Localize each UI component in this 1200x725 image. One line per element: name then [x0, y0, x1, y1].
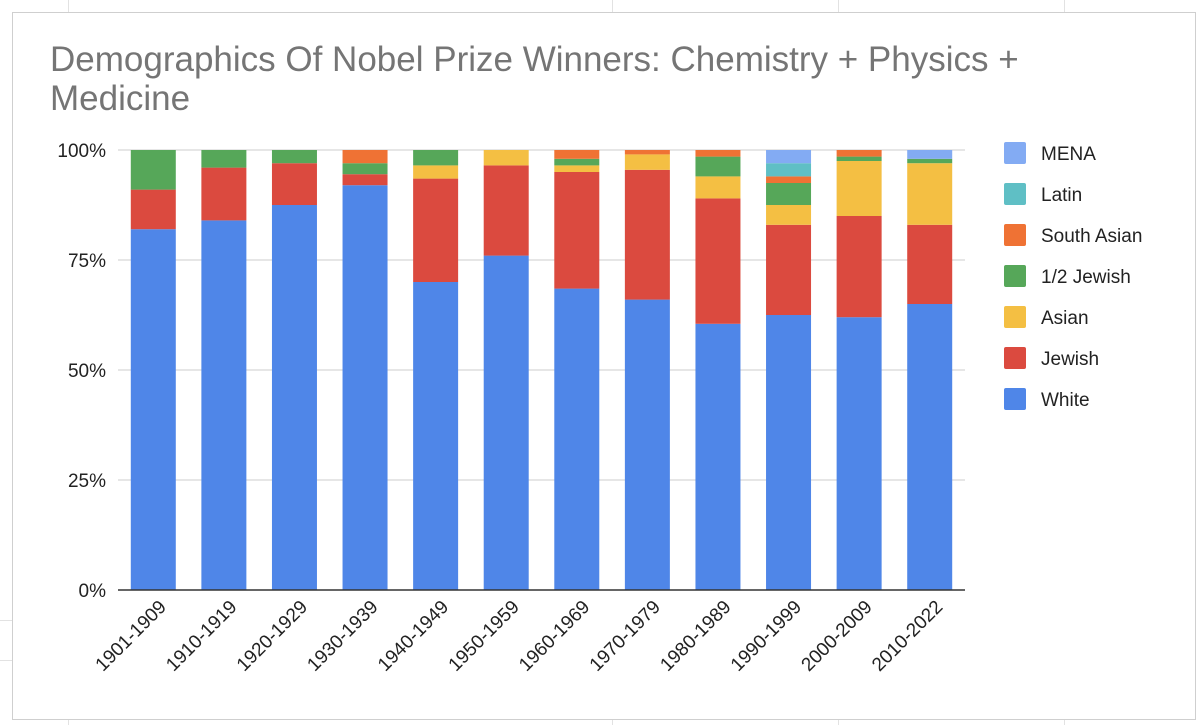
bar-segment-white[interactable]: [483, 255, 529, 590]
x-tick-label: 1990-1999: [727, 597, 806, 676]
x-tick-label: 1930-1939: [303, 597, 382, 676]
bar-segment-1-2-jewish[interactable]: [766, 183, 812, 205]
x-tick-label: 1901-1909: [92, 597, 171, 676]
chart-gridlines: [118, 149, 965, 481]
bar-segment-jewish[interactable]: [271, 163, 317, 205]
legend-label: MENA: [1041, 144, 1096, 165]
bar-segment-1-2-jewish[interactable]: [695, 156, 741, 177]
bar-segment-jewish[interactable]: [695, 198, 741, 324]
bar-segment-white[interactable]: [413, 282, 459, 590]
bar-segment-white[interactable]: [836, 317, 882, 590]
bar-segment-jewish[interactable]: [342, 174, 388, 186]
bar-segment-south-asian[interactable]: [342, 150, 388, 164]
bar-segment-1-2-jewish[interactable]: [130, 150, 176, 190]
legend-swatch: [1004, 306, 1026, 328]
bar-segment-jewish[interactable]: [836, 216, 882, 318]
x-tick-label: 1970-1979: [586, 597, 665, 676]
legend-label: Asian: [1041, 308, 1089, 329]
y-tick-label: 50%: [68, 361, 106, 382]
x-tick-label: 2010-2022: [868, 597, 947, 676]
x-tick-label: 1980-1989: [656, 597, 735, 676]
bar-segment-white[interactable]: [130, 229, 176, 590]
bar-segment-1-2-jewish[interactable]: [342, 163, 388, 175]
bar-segment-asian[interactable]: [907, 163, 953, 225]
bar-segment-asian[interactable]: [836, 161, 882, 216]
legend-label: White: [1041, 390, 1090, 411]
bar-segment-white[interactable]: [907, 304, 953, 590]
chart-title: Demographics Of Nobel Prize Winners: Che…: [50, 40, 1019, 118]
x-axis-tick-labels: 1901-19091910-19191920-19291930-19391940…: [92, 597, 948, 676]
bar-segment-asian[interactable]: [624, 154, 670, 170]
legend-swatch: [1004, 347, 1026, 369]
bar-segment-white[interactable]: [342, 185, 388, 590]
bar-segment-south-asian[interactable]: [836, 150, 882, 157]
bar-segment-asian[interactable]: [766, 205, 812, 225]
x-tick-label: 2000-2009: [798, 597, 877, 676]
bar-segment-south-asian[interactable]: [624, 150, 670, 155]
legend-swatch: [1004, 388, 1026, 410]
bar-segment-jewish[interactable]: [413, 178, 459, 282]
bar-segment-1-2-jewish[interactable]: [201, 150, 247, 168]
bar-segment-white[interactable]: [201, 220, 247, 590]
legend-label: 1/2 Jewish: [1041, 267, 1131, 288]
sheet-gridline: [0, 660, 16, 661]
legend-swatch: [1004, 224, 1026, 246]
bar-segment-asian[interactable]: [483, 150, 529, 166]
y-tick-label: 25%: [68, 471, 106, 492]
bar-segment-1-2-jewish[interactable]: [907, 158, 953, 164]
bar-segment-jewish[interactable]: [201, 167, 247, 221]
x-tick-label: 1950-1959: [445, 597, 524, 676]
bar-segment-1-2-jewish[interactable]: [554, 158, 600, 166]
bar-segment-1-2-jewish[interactable]: [271, 150, 317, 164]
bar-segment-white[interactable]: [624, 299, 670, 590]
x-tick-label: 1960-1969: [515, 597, 594, 676]
bar-segment-1-2-jewish[interactable]: [413, 150, 459, 166]
bar-segment-jewish[interactable]: [483, 165, 529, 256]
legend-label: South Asian: [1041, 226, 1142, 247]
bars: [130, 150, 953, 590]
sheet-gridline: [0, 620, 16, 621]
legend: MENA Latin South Asian 1/2 Jewish Asian Jewis…: [1004, 142, 1142, 411]
bar-segment-white[interactable]: [766, 315, 812, 590]
bar-segment-south-asian[interactable]: [695, 150, 741, 157]
x-tick-label: 1940-1949: [374, 597, 453, 676]
bar-segment-white[interactable]: [554, 288, 600, 590]
bar-segment-latin[interactable]: [766, 163, 812, 177]
legend-swatch: [1004, 183, 1026, 205]
bar-segment-jewish[interactable]: [554, 172, 600, 289]
bar-segment-asian[interactable]: [695, 176, 741, 199]
bar-segment-jewish[interactable]: [130, 189, 176, 230]
y-tick-label: 100%: [57, 141, 106, 162]
bar-segment-asian[interactable]: [554, 165, 600, 172]
bar-segment-mena[interactable]: [907, 150, 953, 159]
legend-swatch: [1004, 142, 1026, 164]
legend-label: Jewish: [1041, 349, 1099, 370]
chart-title-line: Demographics Of Nobel Prize Winners: Che…: [50, 40, 1019, 79]
y-axis-tick-labels: 0% 25% 50% 75% 100%: [57, 141, 106, 602]
legend-label: Latin: [1041, 185, 1082, 206]
bar-segment-mena[interactable]: [766, 150, 812, 164]
x-tick-label: 1920-1929: [233, 597, 312, 676]
chart-title-line: Medicine: [50, 79, 190, 118]
bar-segment-jewish[interactable]: [907, 224, 953, 304]
bar-segment-white[interactable]: [695, 323, 741, 590]
bar-segment-jewish[interactable]: [766, 224, 812, 315]
y-tick-label: 0%: [79, 581, 107, 602]
x-tick-label: 1910-1919: [162, 597, 241, 676]
bar-segment-asian[interactable]: [413, 165, 459, 179]
bar-segment-jewish[interactable]: [624, 169, 670, 300]
legend-swatch: [1004, 265, 1026, 287]
bar-segment-south-asian[interactable]: [766, 176, 812, 183]
y-tick-label: 75%: [68, 251, 106, 272]
bar-segment-south-asian[interactable]: [554, 150, 600, 159]
bar-segment-1-2-jewish[interactable]: [836, 156, 882, 161]
bar-segment-white[interactable]: [271, 205, 317, 590]
